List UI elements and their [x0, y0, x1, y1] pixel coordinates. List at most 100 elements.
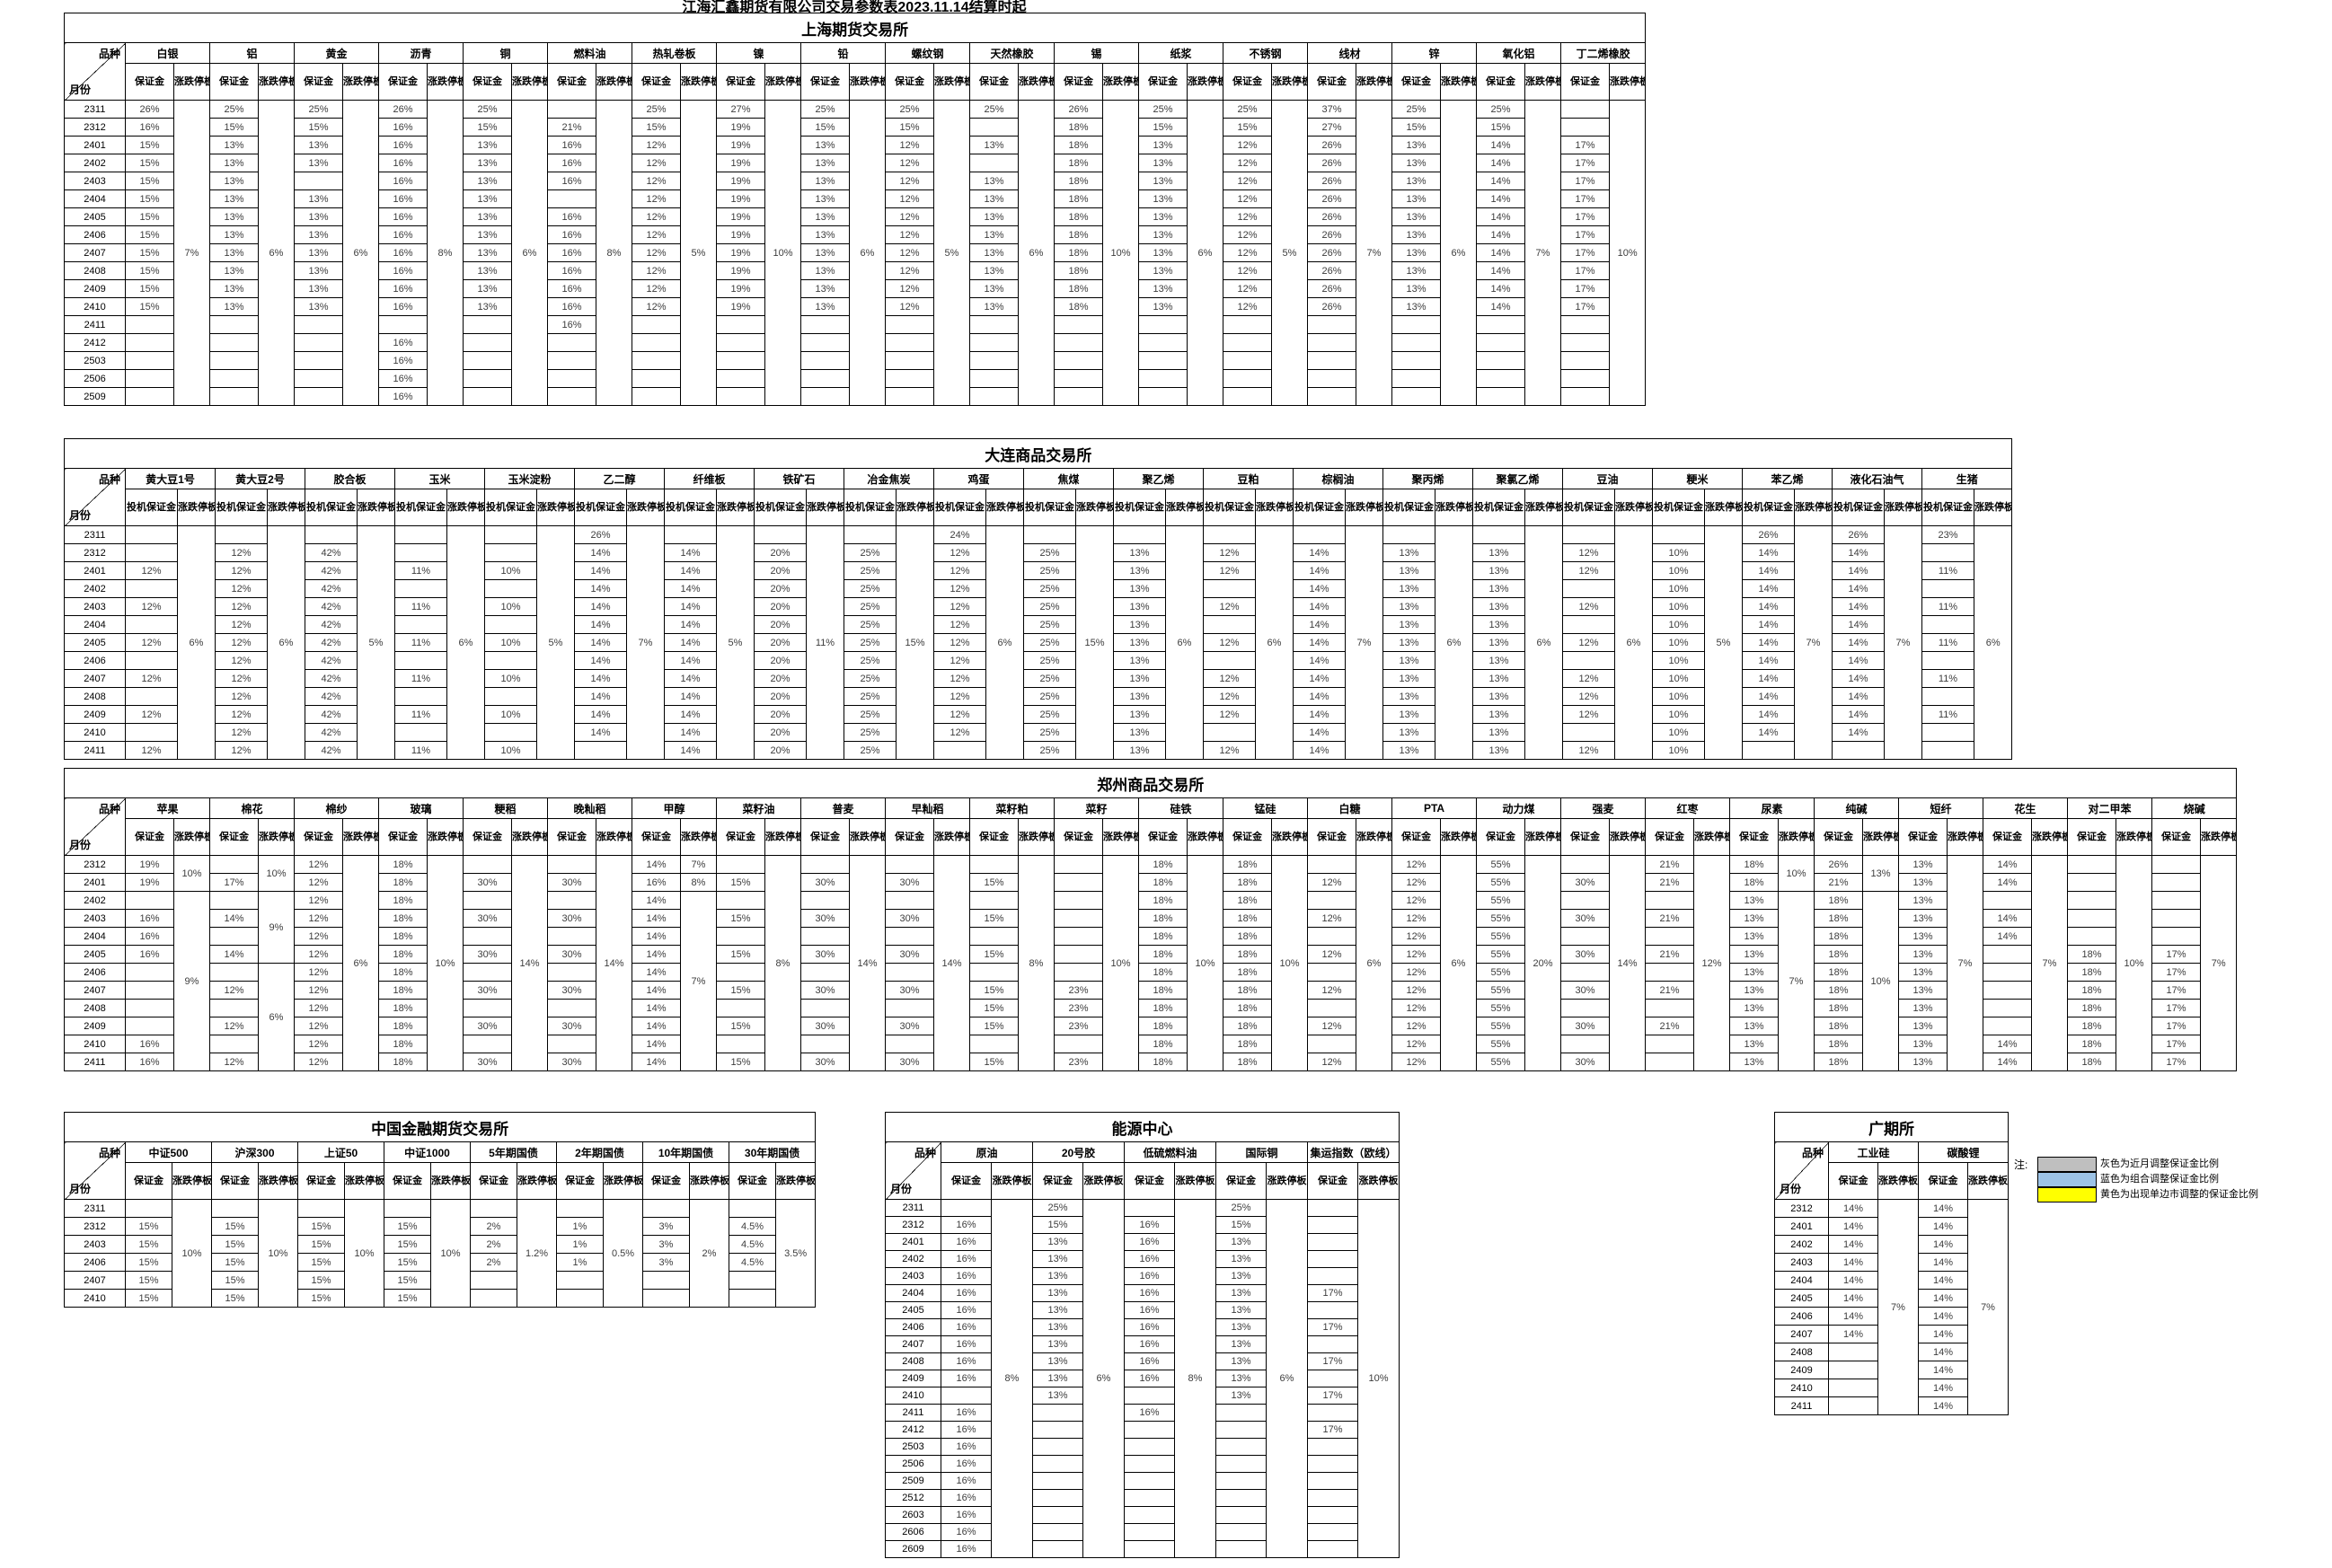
margin-cell[interactable]: 16%: [941, 1472, 992, 1490]
margin-cell[interactable]: 14%: [1742, 597, 1795, 616]
margin-cell[interactable]: 42%: [305, 561, 358, 580]
margin-cell[interactable]: [716, 891, 765, 910]
margin-cell[interactable]: 13%: [1391, 154, 1441, 172]
margin-cell[interactable]: 26%: [125, 100, 174, 119]
margin-cell[interactable]: 17%: [2151, 1017, 2201, 1035]
margin-cell[interactable]: [1476, 333, 1525, 352]
margin-cell[interactable]: 14%: [1476, 172, 1525, 190]
margin-cell[interactable]: [1307, 1035, 1356, 1053]
margin-cell[interactable]: 12%: [1223, 207, 1272, 226]
margin-cell[interactable]: 25%: [844, 669, 897, 688]
margin-cell[interactable]: [729, 1271, 776, 1290]
margin-cell[interactable]: 13%: [1472, 543, 1525, 562]
limit-cell[interactable]: 6%: [985, 525, 1024, 760]
margin-cell[interactable]: 13%: [463, 243, 512, 262]
limit-cell[interactable]: 10%: [1187, 855, 1223, 1071]
margin-cell[interactable]: [1983, 981, 2032, 1000]
margin-cell[interactable]: 55%: [1476, 873, 1525, 892]
margin-cell[interactable]: [1215, 1404, 1267, 1422]
margin-cell[interactable]: 14%: [574, 705, 627, 724]
margin-cell[interactable]: [1223, 351, 1272, 370]
margin-cell[interactable]: 18%: [2067, 1035, 2116, 1053]
margin-cell[interactable]: 14%: [1293, 615, 1346, 634]
margin-cell[interactable]: 11%: [394, 633, 447, 652]
margin-cell[interactable]: [1307, 927, 1356, 946]
margin-cell[interactable]: 13%: [463, 189, 512, 208]
margin-cell[interactable]: 55%: [1476, 891, 1525, 910]
margin-cell[interactable]: 16%: [941, 1233, 992, 1251]
margin-cell[interactable]: 16%: [1124, 1250, 1175, 1268]
margin-cell[interactable]: 14%: [1918, 1235, 1968, 1254]
margin-cell[interactable]: 23%: [1054, 1053, 1103, 1071]
margin-cell[interactable]: 16%: [547, 297, 596, 316]
month-cell[interactable]: 2408: [1774, 1343, 1829, 1361]
margin-cell[interactable]: 12%: [885, 172, 934, 190]
margin-cell[interactable]: 17%: [2151, 981, 2201, 1000]
margin-cell[interactable]: 12%: [1391, 909, 1441, 928]
margin-cell[interactable]: 14%: [632, 1017, 681, 1035]
limit-cell[interactable]: 10%: [173, 855, 210, 892]
margin-cell[interactable]: 12%: [933, 705, 986, 724]
margin-cell[interactable]: 12%: [1391, 945, 1441, 964]
month-cell[interactable]: 2409: [64, 1017, 126, 1035]
margin-cell[interactable]: [1828, 1396, 1878, 1415]
margin-cell[interactable]: 11%: [1921, 597, 1974, 616]
margin-cell[interactable]: 13%: [1472, 687, 1525, 706]
margin-cell[interactable]: 13%: [1113, 579, 1166, 598]
margin-cell[interactable]: 13%: [1113, 723, 1166, 742]
margin-cell[interactable]: 15%: [211, 1253, 259, 1272]
margin-cell[interactable]: [1921, 579, 1974, 598]
margin-cell[interactable]: 14%: [1918, 1396, 1968, 1415]
margin-cell[interactable]: 30%: [463, 945, 512, 964]
margin-cell[interactable]: 12%: [632, 225, 681, 244]
margin-cell[interactable]: [969, 369, 1019, 388]
month-cell[interactable]: 2609: [885, 1540, 941, 1558]
margin-cell[interactable]: 14%: [1832, 687, 1885, 706]
margin-cell[interactable]: [1054, 855, 1103, 874]
month-cell[interactable]: 2411: [64, 1053, 126, 1071]
margin-cell[interactable]: 12%: [1223, 261, 1272, 280]
margin-cell[interactable]: 55%: [1476, 999, 1525, 1017]
margin-cell[interactable]: [1560, 927, 1610, 946]
margin-cell[interactable]: 14%: [664, 651, 717, 670]
margin-cell[interactable]: [1293, 525, 1346, 544]
margin-cell[interactable]: 16%: [378, 118, 428, 137]
limit-cell[interactable]: 12%: [1693, 855, 1730, 1071]
margin-cell[interactable]: 13%: [1729, 963, 1779, 982]
margin-cell[interactable]: 26%: [1307, 279, 1356, 298]
margin-cell[interactable]: 18%: [1814, 909, 1863, 928]
margin-cell[interactable]: 13%: [209, 225, 259, 244]
margin-cell[interactable]: 13%: [1138, 189, 1188, 208]
margin-cell[interactable]: 18%: [1223, 927, 1272, 946]
margin-cell[interactable]: [294, 351, 343, 370]
month-cell[interactable]: 2606: [885, 1523, 941, 1541]
margin-cell[interactable]: 13%: [1215, 1267, 1267, 1285]
margin-cell[interactable]: 19%: [716, 279, 765, 298]
margin-cell[interactable]: 11%: [394, 705, 447, 724]
margin-cell[interactable]: [1223, 333, 1272, 352]
margin-cell[interactable]: 25%: [844, 687, 897, 706]
margin-cell[interactable]: [463, 855, 512, 874]
margin-cell[interactable]: 18%: [1138, 981, 1188, 1000]
margin-cell[interactable]: [1560, 891, 1610, 910]
month-cell[interactable]: 2403: [1774, 1253, 1829, 1272]
margin-cell[interactable]: [2151, 855, 2201, 874]
margin-cell[interactable]: [1215, 1455, 1267, 1473]
margin-cell[interactable]: 14%: [1828, 1271, 1878, 1290]
margin-cell[interactable]: 16%: [941, 1421, 992, 1439]
margin-cell[interactable]: 21%: [1645, 945, 1694, 964]
margin-cell[interactable]: 18%: [1138, 855, 1188, 874]
margin-cell[interactable]: 15%: [384, 1235, 431, 1254]
margin-cell[interactable]: 14%: [1918, 1343, 1968, 1361]
month-cell[interactable]: 2407: [64, 243, 126, 262]
margin-cell[interactable]: 18%: [2067, 963, 2116, 982]
limit-cell[interactable]: 10%: [1356, 1199, 1400, 1558]
limit-cell[interactable]: 8%: [596, 100, 632, 406]
margin-cell[interactable]: 19%: [716, 189, 765, 208]
margin-cell[interactable]: 15%: [125, 1235, 172, 1254]
month-cell[interactable]: 2409: [64, 705, 126, 724]
margin-cell[interactable]: 13%: [1729, 891, 1779, 910]
margin-cell[interactable]: 3%: [642, 1235, 690, 1254]
margin-cell[interactable]: 18%: [1054, 261, 1103, 280]
margin-cell[interactable]: 12%: [1223, 225, 1272, 244]
